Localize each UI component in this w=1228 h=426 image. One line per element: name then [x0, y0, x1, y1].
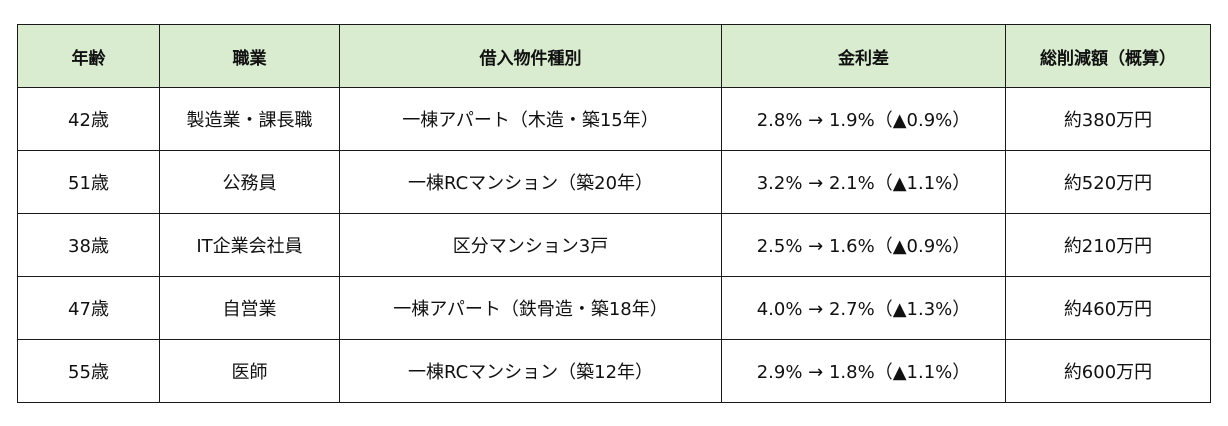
cell-total-savings: 約380万円: [1005, 87, 1211, 151]
header-property-type: 借入物件種別: [339, 24, 722, 88]
cell-age: 47歳: [17, 276, 160, 340]
cell-occupation: 自営業: [159, 276, 340, 340]
cell-rate-difference: 4.0% → 2.7%（▲1.3%）: [721, 276, 1006, 340]
cell-property-type: 一棟RCマンション（築20年）: [339, 150, 722, 214]
cell-age: 42歳: [17, 87, 160, 151]
cell-age: 51歳: [17, 150, 160, 214]
cell-property-type: 一棟アパート（鉄骨造・築18年）: [339, 276, 722, 340]
table-row: 47歳 自営業 一棟アパート（鉄骨造・築18年） 4.0% → 2.7%（▲1.…: [17, 276, 1211, 340]
header-total-savings: 総削減額（概算）: [1005, 24, 1211, 88]
table-row: 38歳 IT企業会社員 区分マンション3戸 2.5% → 1.6%（▲0.9%）…: [17, 213, 1211, 277]
header-row: 年齢 職業 借入物件種別 金利差 総削減額（概算）: [17, 24, 1211, 88]
cell-property-type: 一棟RCマンション（築12年）: [339, 339, 722, 403]
header-occupation: 職業: [159, 24, 340, 88]
cell-total-savings: 約210万円: [1005, 213, 1211, 277]
table-body: 42歳 製造業・課長職 一棟アパート（木造・築15年） 2.8% → 1.9%（…: [17, 87, 1211, 403]
cell-age: 38歳: [17, 213, 160, 277]
cell-occupation: 公務員: [159, 150, 340, 214]
cell-rate-difference: 3.2% → 2.1%（▲1.1%）: [721, 150, 1006, 214]
cell-property-type: 区分マンション3戸: [339, 213, 722, 277]
cell-occupation: 製造業・課長職: [159, 87, 340, 151]
cell-total-savings: 約600万円: [1005, 339, 1211, 403]
cell-occupation: IT企業会社員: [159, 213, 340, 277]
cell-property-type: 一棟アパート（木造・築15年）: [339, 87, 722, 151]
header-age: 年齢: [17, 24, 160, 88]
header-rate-difference: 金利差: [721, 24, 1006, 88]
table-row: 55歳 医師 一棟RCマンション（築12年） 2.9% → 1.8%（▲1.1%…: [17, 339, 1211, 403]
loan-refinance-table: 年齢 職業 借入物件種別 金利差 総削減額（概算） 42歳 製造業・課長職 一棟…: [17, 24, 1211, 403]
cell-occupation: 医師: [159, 339, 340, 403]
table-row: 42歳 製造業・課長職 一棟アパート（木造・築15年） 2.8% → 1.9%（…: [17, 87, 1211, 151]
cell-rate-difference: 2.9% → 1.8%（▲1.1%）: [721, 339, 1006, 403]
cell-total-savings: 約520万円: [1005, 150, 1211, 214]
table-row: 51歳 公務員 一棟RCマンション（築20年） 3.2% → 2.1%（▲1.1…: [17, 150, 1211, 214]
cell-total-savings: 約460万円: [1005, 276, 1211, 340]
cell-rate-difference: 2.8% → 1.9%（▲0.9%）: [721, 87, 1006, 151]
table-header: 年齢 職業 借入物件種別 金利差 総削減額（概算）: [17, 24, 1211, 88]
cell-rate-difference: 2.5% → 1.6%（▲0.9%）: [721, 213, 1006, 277]
cell-age: 55歳: [17, 339, 160, 403]
